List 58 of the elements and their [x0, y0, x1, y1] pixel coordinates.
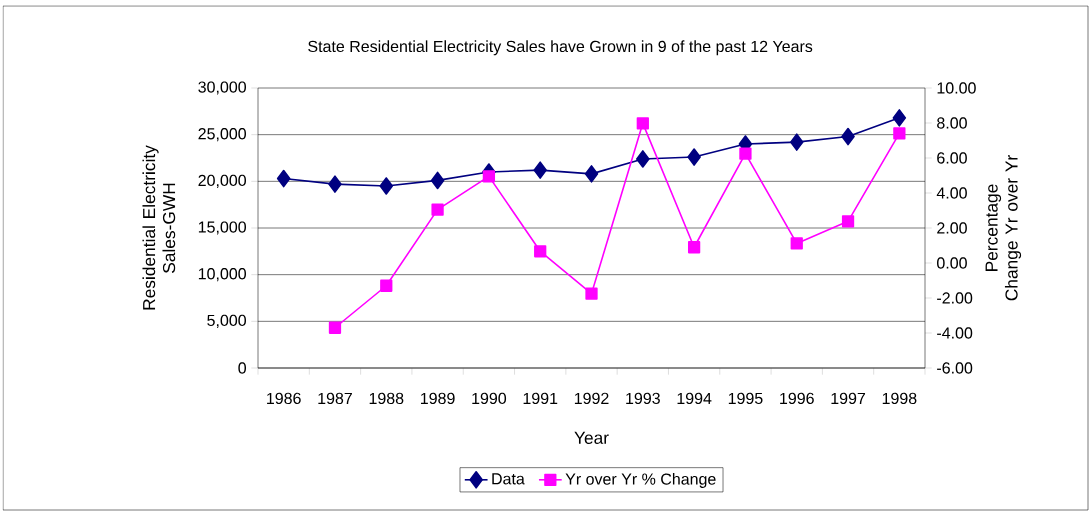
y2-tick-label: 8.00: [937, 117, 967, 129]
y-tick-label: 5,000: [207, 314, 247, 328]
y2-tick-label: -6.00: [937, 362, 973, 374]
y-axis-title: Residential Electricity Sales-GWH: [142, 145, 176, 310]
x-tick-label: 1991: [523, 392, 558, 405]
point: [328, 175, 342, 193]
y2-tick-label: 2.00: [937, 222, 967, 234]
y2-tick-label: 4.00: [936, 187, 967, 199]
point: [379, 177, 394, 195]
y2-axis-title: Percentage Change Yr over Yr: [985, 155, 1022, 301]
legend-label: Data: [492, 473, 525, 485]
legend-label: Yr over Yr % Change: [565, 473, 716, 488]
point: [636, 150, 650, 168]
x-tick-label: 1995: [728, 392, 763, 405]
point: [380, 279, 393, 292]
y2-tick-label: -4.00: [937, 327, 973, 339]
point: [533, 161, 547, 179]
x-tick-label: 1986: [267, 392, 301, 405]
y2-tick-label: 6.00: [937, 152, 967, 164]
point: [636, 117, 649, 130]
y-tick-label: 0: [238, 362, 247, 374]
x-tick-label: 1994: [677, 392, 712, 405]
y-tick-label: 20,000: [198, 174, 246, 188]
x-tick-label: 1998: [882, 392, 917, 405]
y-tick-label: 25,000: [198, 128, 246, 142]
point: [739, 147, 752, 160]
point: [585, 287, 598, 300]
point: [431, 203, 444, 216]
y2-tick-label: 0.00: [937, 257, 967, 269]
point: [841, 127, 855, 146]
point: [892, 109, 907, 127]
x-axis-title: Year: [574, 431, 609, 444]
point: [276, 169, 291, 188]
point: [482, 170, 496, 183]
point: [534, 245, 547, 258]
y2-tick-label: -2.00: [937, 292, 973, 304]
x-tick-label: 1989: [421, 392, 455, 405]
point: [430, 171, 445, 190]
point: [790, 237, 803, 250]
y-tick-label: 10,000: [198, 268, 246, 282]
y-tick-label: 30,000: [198, 81, 246, 95]
point: [841, 215, 855, 228]
x-tick-label: 1990: [472, 392, 507, 405]
x-tick-label: 1993: [626, 392, 660, 405]
y2-tick-label: 10.00: [937, 82, 976, 94]
x-tick-label: 1997: [831, 392, 866, 405]
x-tick-label: 1987: [318, 392, 352, 405]
point: [687, 148, 701, 166]
chart-title: State Residential Electricity Sales have Grown in 9 of the past 12 Years: [308, 40, 813, 56]
point: [893, 127, 906, 140]
x-tick-label: 1996: [780, 392, 814, 405]
point: [789, 133, 804, 151]
x-tick-label: 1992: [574, 392, 609, 405]
point: [687, 241, 701, 254]
y-tick-label: 15,000: [198, 221, 246, 235]
point: [584, 165, 599, 183]
x-tick-label: 1988: [369, 392, 404, 405]
point: [328, 321, 342, 334]
